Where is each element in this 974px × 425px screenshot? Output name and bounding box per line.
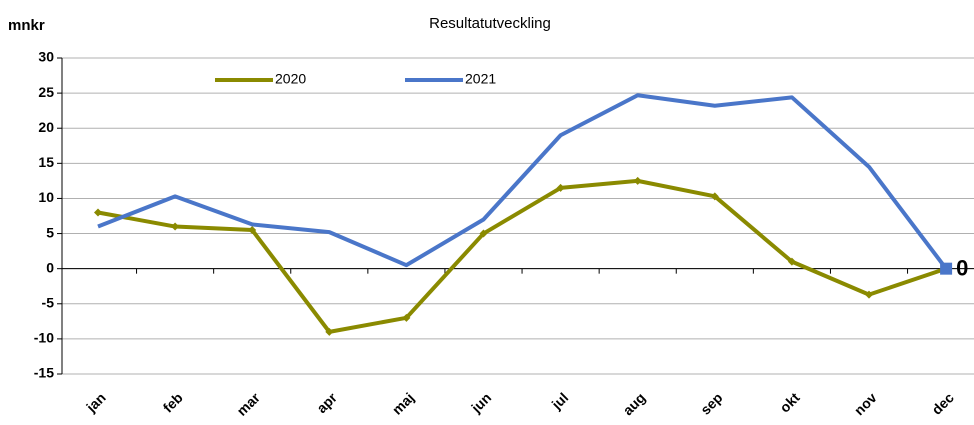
series-line (97, 93, 948, 270)
x-tick-label: aug (620, 389, 649, 418)
y-tick-label: 0 (46, 259, 54, 275)
x-tick-label: mar (233, 389, 263, 419)
x-tick-label: nov (851, 389, 880, 418)
legend-label: 2021 (465, 71, 496, 87)
x-tick-label: jul (548, 389, 572, 413)
point-marker (325, 327, 334, 336)
point-marker (94, 208, 102, 217)
y-tick-label: 25 (38, 84, 54, 100)
legend-label: 2020 (275, 71, 306, 87)
data-label: 0 (956, 255, 968, 280)
x-tick-label: okt (776, 389, 802, 415)
x-tick-label: dec (928, 389, 957, 418)
series-line (97, 178, 947, 334)
y-tick-label: 15 (38, 154, 54, 170)
y-tick-label: 30 (38, 49, 54, 65)
point-marker (710, 192, 719, 201)
point-marker (556, 183, 565, 192)
y-tick-label: 5 (46, 224, 54, 240)
x-tick-label: feb (160, 389, 186, 415)
y-axis-label: mnkr (8, 17, 45, 34)
x-tick-label: jan (82, 389, 108, 415)
point-marker (633, 176, 642, 185)
x-tick-label: maj (389, 389, 417, 417)
y-tick-label: -5 (42, 294, 55, 310)
point-marker (171, 222, 180, 231)
y-tick-label: -10 (34, 330, 54, 346)
x-tick-label: jun (467, 389, 494, 416)
y-tick-label: -15 (34, 365, 54, 381)
point-marker (402, 313, 411, 322)
x-tick-label: apr (313, 389, 340, 416)
chart-title: Resultatutveckling (429, 15, 551, 32)
y-tick-label: 20 (38, 119, 54, 135)
y-tick-label: 10 (38, 189, 54, 205)
point-marker (479, 229, 488, 238)
point-marker (940, 262, 953, 275)
x-tick-label: sep (697, 389, 725, 417)
point-marker (787, 257, 796, 266)
point-marker (248, 226, 257, 235)
point-marker (865, 290, 873, 299)
